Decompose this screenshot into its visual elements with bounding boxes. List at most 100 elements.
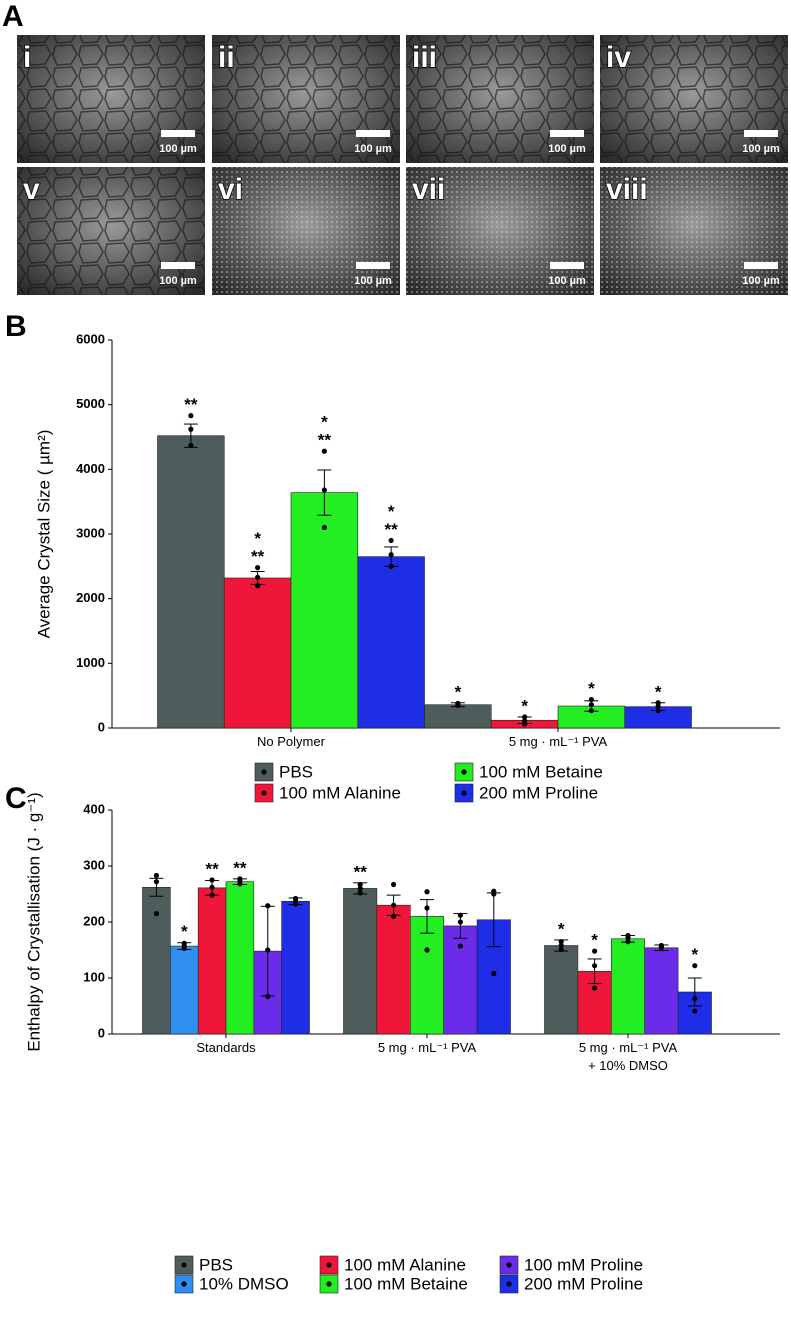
- x-tick-label: No Polymer: [257, 734, 325, 749]
- y-tick-label: 100: [83, 969, 105, 984]
- legend-key-dot: [261, 769, 267, 775]
- image-label: viii: [606, 173, 648, 206]
- legend-key-dot: [181, 1281, 187, 1287]
- legend-key-dot: [326, 1281, 332, 1287]
- data-point: [357, 885, 363, 892]
- data-point: [558, 946, 564, 953]
- data-point: [522, 714, 528, 720]
- image-label: iv: [606, 41, 631, 74]
- legend-label: 100 mM Betaine: [344, 1274, 468, 1293]
- data-point: [321, 487, 327, 493]
- data-point: [491, 888, 497, 894]
- bar: [142, 886, 171, 1035]
- data-point: [209, 877, 215, 883]
- data-point: [457, 919, 463, 925]
- bar: [223, 577, 292, 729]
- data-point: [188, 426, 194, 432]
- y-axis-title: Enthalpy of Crystallisation (J · g⁻¹): [24, 792, 43, 1051]
- data-point: [255, 574, 261, 580]
- significance: *: [254, 529, 261, 548]
- data-point: [592, 963, 598, 969]
- legend-label: 100 mM Alanine: [344, 1255, 466, 1274]
- scale-bar-label: 100 µm: [159, 143, 197, 155]
- bar: [157, 435, 225, 729]
- data-point: [692, 996, 698, 1002]
- data-point: [424, 905, 430, 911]
- image-label: i: [23, 41, 31, 74]
- bar: [544, 945, 579, 1035]
- scale-bar-label: 100 µm: [742, 143, 780, 155]
- micrograph-texture: [600, 167, 788, 295]
- y-tick-label: 6000: [76, 331, 105, 346]
- legend-key-dot: [326, 1262, 332, 1268]
- data-point: [457, 912, 463, 918]
- panel-label: B: [5, 310, 27, 343]
- significance: **: [205, 859, 219, 878]
- x-tick-label: Standards: [196, 1040, 256, 1055]
- scale-bar: [744, 262, 778, 269]
- data-point: [558, 942, 564, 949]
- data-point: [388, 552, 394, 558]
- significance: *: [321, 413, 328, 432]
- micrograph-texture: [212, 35, 400, 163]
- scale-bar: [161, 262, 195, 269]
- micrograph-texture: [17, 167, 205, 295]
- data-point: [455, 700, 461, 707]
- scale-bar-label: 100 µm: [354, 275, 392, 287]
- micrograph-texture: [406, 167, 594, 295]
- bar: [443, 925, 478, 1035]
- micrograph-texture: [212, 167, 400, 295]
- legend-label: 200 mM Proline: [524, 1274, 643, 1293]
- scale-bar-label: 100 µm: [159, 275, 197, 287]
- legend-label: 100 mM Betaine: [479, 762, 603, 781]
- image-label: ii: [218, 41, 235, 74]
- data-point: [255, 565, 261, 571]
- legend-label: 10% DMSO: [199, 1274, 289, 1293]
- significance: *: [558, 919, 565, 938]
- data-point: [424, 889, 430, 895]
- data-point: [391, 902, 397, 908]
- x-tick-label-box: 5 mg · mL⁻¹ PVA: [377, 1040, 477, 1055]
- x-tick-label: 5 mg · mL⁻¹ PVA + 10% DMSO: [578, 1040, 678, 1073]
- data-point: [522, 718, 528, 724]
- scale-bar: [744, 130, 778, 137]
- significance: **: [251, 547, 265, 566]
- data-point: [692, 963, 698, 969]
- legend-label: 100 mM Proline: [524, 1255, 643, 1274]
- data-point: [265, 903, 271, 909]
- y-tick-label: 1000: [76, 655, 105, 670]
- data-point: [153, 879, 160, 885]
- y-tick-label: 300: [83, 857, 105, 872]
- data-point: [424, 947, 430, 953]
- scale-bar-label: 100 µm: [354, 143, 392, 155]
- data-point: [181, 940, 187, 946]
- data-point: [188, 413, 194, 419]
- data-point: [357, 881, 363, 888]
- y-tick-label: 4000: [76, 461, 105, 476]
- data-point: [692, 1008, 698, 1014]
- bar: [409, 916, 444, 1035]
- data-point: [209, 892, 215, 898]
- significance: *: [181, 922, 188, 941]
- significance: *: [691, 945, 698, 964]
- bar: [170, 945, 199, 1035]
- data-point: [625, 932, 631, 939]
- micrograph-texture: [17, 35, 205, 163]
- data-point: [588, 702, 594, 708]
- x-tick-label-box: 5 mg · mL⁻¹ PVA + 10% DMSO: [578, 1040, 678, 1073]
- data-point: [237, 876, 243, 882]
- x-tick-label: 5 mg · mL⁻¹ PVA: [377, 1040, 477, 1055]
- significance: *: [521, 696, 528, 715]
- y-tick-label: 400: [83, 801, 105, 816]
- scale-bar-label: 100 µm: [548, 143, 586, 155]
- y-tick-label: 3000: [76, 525, 105, 540]
- scale-bar: [161, 130, 195, 137]
- scale-bar: [356, 262, 390, 269]
- data-point: [588, 707, 594, 714]
- y-tick-label: 5000: [76, 396, 105, 411]
- bar: [197, 887, 227, 1035]
- legend-label: 200 mM Proline: [479, 783, 598, 802]
- legend-label: PBS: [199, 1255, 233, 1274]
- image-label: vii: [412, 173, 445, 206]
